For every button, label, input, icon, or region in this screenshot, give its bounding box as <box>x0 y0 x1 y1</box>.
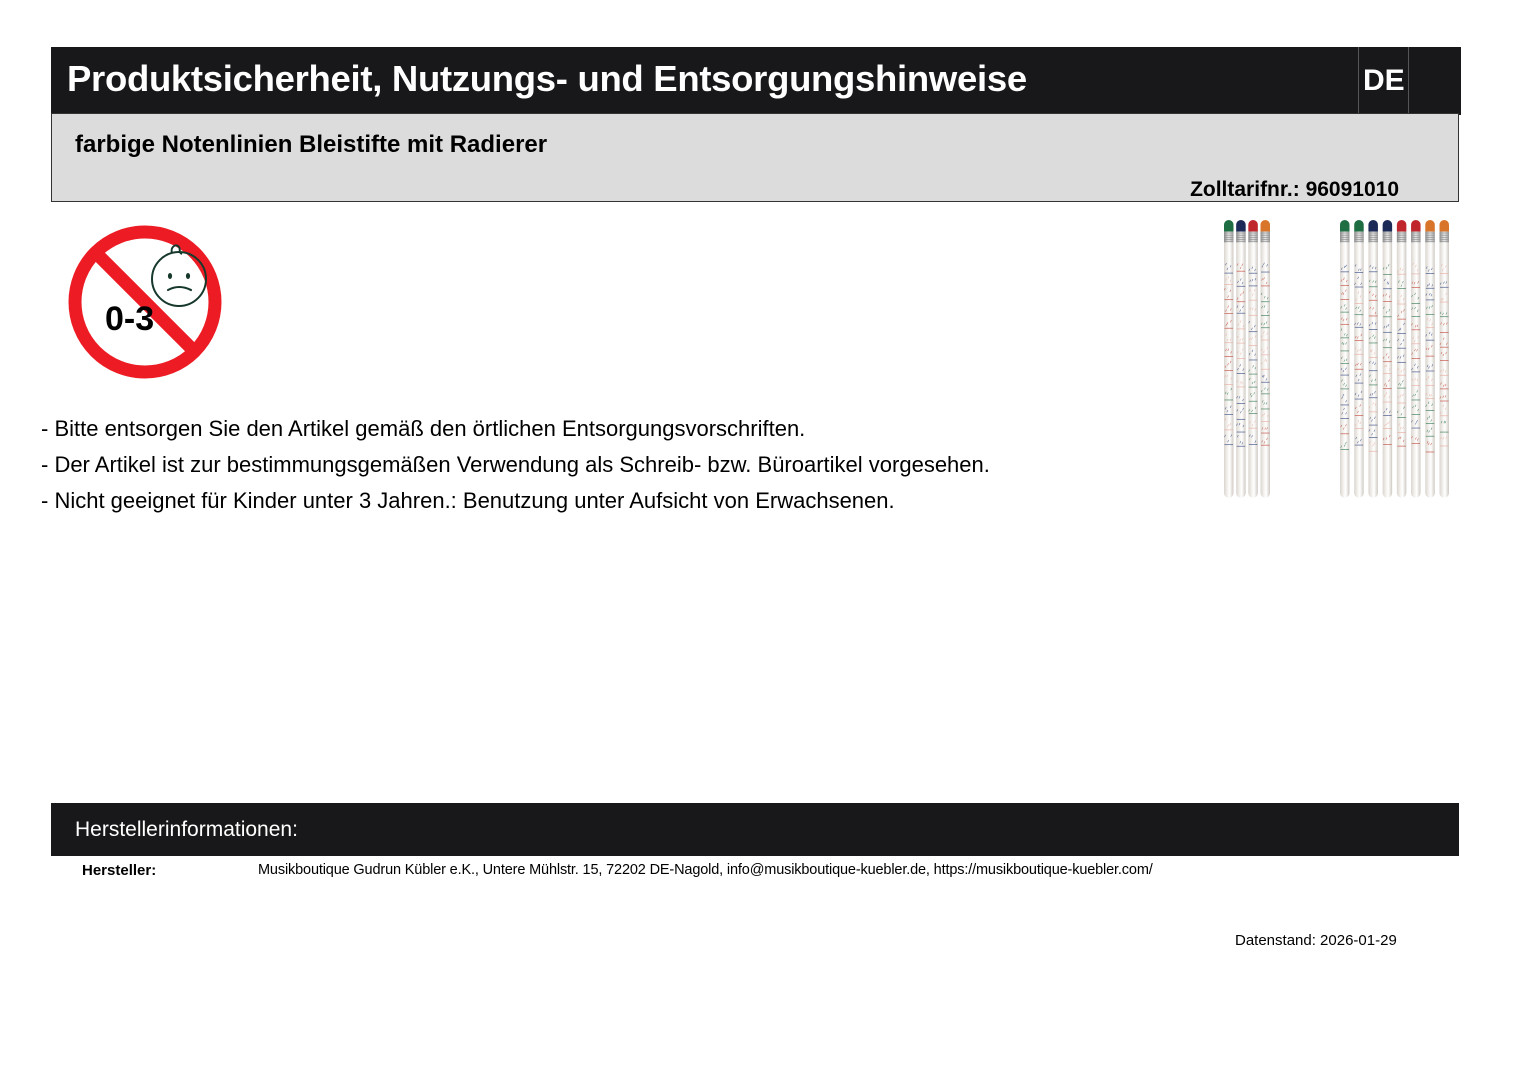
svg-text:0-3: 0-3 <box>105 300 154 338</box>
